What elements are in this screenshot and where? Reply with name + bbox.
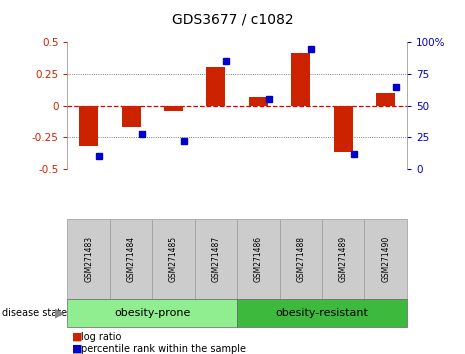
Text: ■: ■	[72, 344, 83, 354]
Bar	[121, 106, 140, 127]
Text: ■: ■	[72, 332, 83, 342]
Text: GSM271487: GSM271487	[212, 236, 220, 282]
Text: GDS3677 / c1082: GDS3677 / c1082	[172, 12, 293, 27]
Text: GSM271490: GSM271490	[381, 236, 390, 282]
Text: GSM271483: GSM271483	[84, 236, 93, 282]
Bar	[291, 53, 310, 106]
Text: GSM271488: GSM271488	[296, 236, 306, 282]
Bar	[164, 106, 183, 111]
Text: GSM271486: GSM271486	[254, 236, 263, 282]
Text: obesity-resistant: obesity-resistant	[276, 308, 368, 318]
Text: ▶: ▶	[55, 307, 64, 320]
Bar	[79, 106, 98, 146]
Text: GSM271489: GSM271489	[339, 236, 348, 282]
Bar	[334, 106, 353, 153]
Text: percentile rank within the sample: percentile rank within the sample	[81, 344, 246, 354]
Text: log ratio: log ratio	[81, 332, 122, 342]
Text: GSM271485: GSM271485	[169, 236, 178, 282]
Text: GSM271484: GSM271484	[126, 236, 136, 282]
Bar	[376, 93, 395, 106]
Bar	[249, 97, 268, 106]
Text: disease state: disease state	[2, 308, 67, 318]
Text: obesity-prone: obesity-prone	[114, 308, 191, 318]
Bar	[206, 67, 226, 106]
